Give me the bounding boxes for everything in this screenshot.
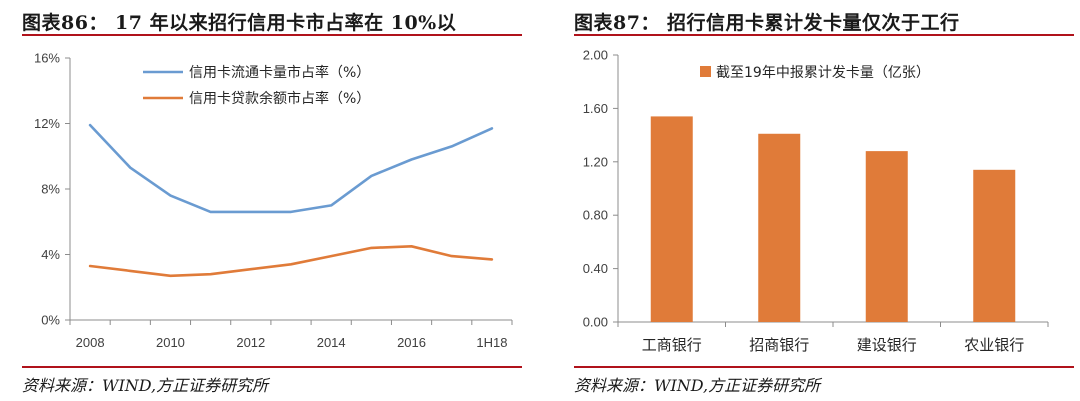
- x-category-label: 工商银行: [642, 336, 702, 354]
- x-tick-label: 2016: [397, 335, 426, 350]
- y-tick-label: 0.00: [583, 315, 608, 330]
- y-tick-label: 12%: [34, 116, 60, 131]
- left-source-rule: [22, 366, 522, 368]
- right-figure-title: 图表87： 招行信用卡累计发卡量仅次于工行: [574, 12, 960, 34]
- x-tick-label: 2010: [156, 335, 185, 350]
- legend-swatch: [700, 66, 711, 77]
- y-tick-label: 0%: [41, 313, 60, 328]
- x-category-label: 建设银行: [857, 336, 917, 354]
- left-title-rule: [22, 34, 522, 36]
- right-title-rule: [574, 34, 1074, 36]
- x-tick-label: 2008: [76, 335, 105, 350]
- y-tick-label: 1.60: [583, 101, 608, 116]
- y-tick-label: 0.80: [583, 208, 608, 223]
- series-line-2: [88, 245, 494, 278]
- right-source-note: 资料来源：WIND,方正证券研究所: [574, 376, 821, 395]
- left-source-note: 资料来源：WIND,方正证券研究所: [22, 376, 269, 395]
- x-tick-label: 1H18: [476, 335, 507, 350]
- y-tick-label: 8%: [41, 182, 60, 197]
- legend-label: 截至19年中报累计发卡量（亿张）: [716, 65, 930, 81]
- legend-label: 信用卡贷款余额市占率（%）: [189, 90, 370, 107]
- bar-3: [865, 151, 908, 322]
- x-tick-label: 2014: [317, 335, 346, 350]
- bar-2: [758, 133, 801, 322]
- right-bar-chart: 0.00 0.40 0.80 1.20 1.60 2.00 工商银行 招商银行 建设银行 农业银行…: [583, 48, 1049, 354]
- right-figure: 图表87： 招行信用卡累计发卡量仅次于工行 0.00 0.40 0.80 1.20 1.…: [552, 0, 1080, 401]
- series-line-1: [88, 123, 494, 214]
- y-tick-label: 0.40: [583, 261, 608, 276]
- right-source-rule: [574, 366, 1074, 368]
- y-tick-label: 1.20: [583, 154, 608, 169]
- bar-4: [973, 169, 1016, 322]
- bar-1: [650, 116, 693, 322]
- x-category-label: 农业银行: [964, 336, 1024, 354]
- left-figure-title: 图表86： 17 年以来招行信用卡市占率在 10%以: [22, 12, 457, 34]
- legend-label: 信用卡流通卡量市占率（%）: [189, 64, 370, 81]
- left-figure: 图表86： 17 年以来招行信用卡市占率在 10%以 0% 4% 8% 12% 16% 2…: [0, 0, 528, 401]
- y-tick-label: 16%: [34, 51, 60, 66]
- x-category-label: 招商银行: [749, 336, 809, 354]
- left-line-chart: 0% 4% 8% 12% 16% 2008 2010 2012 2014 2016 1H18 信用卡流…: [34, 51, 513, 350]
- x-tick-label: 2012: [236, 335, 265, 350]
- y-tick-label: 2.00: [583, 48, 608, 63]
- y-tick-label: 4%: [41, 247, 60, 262]
